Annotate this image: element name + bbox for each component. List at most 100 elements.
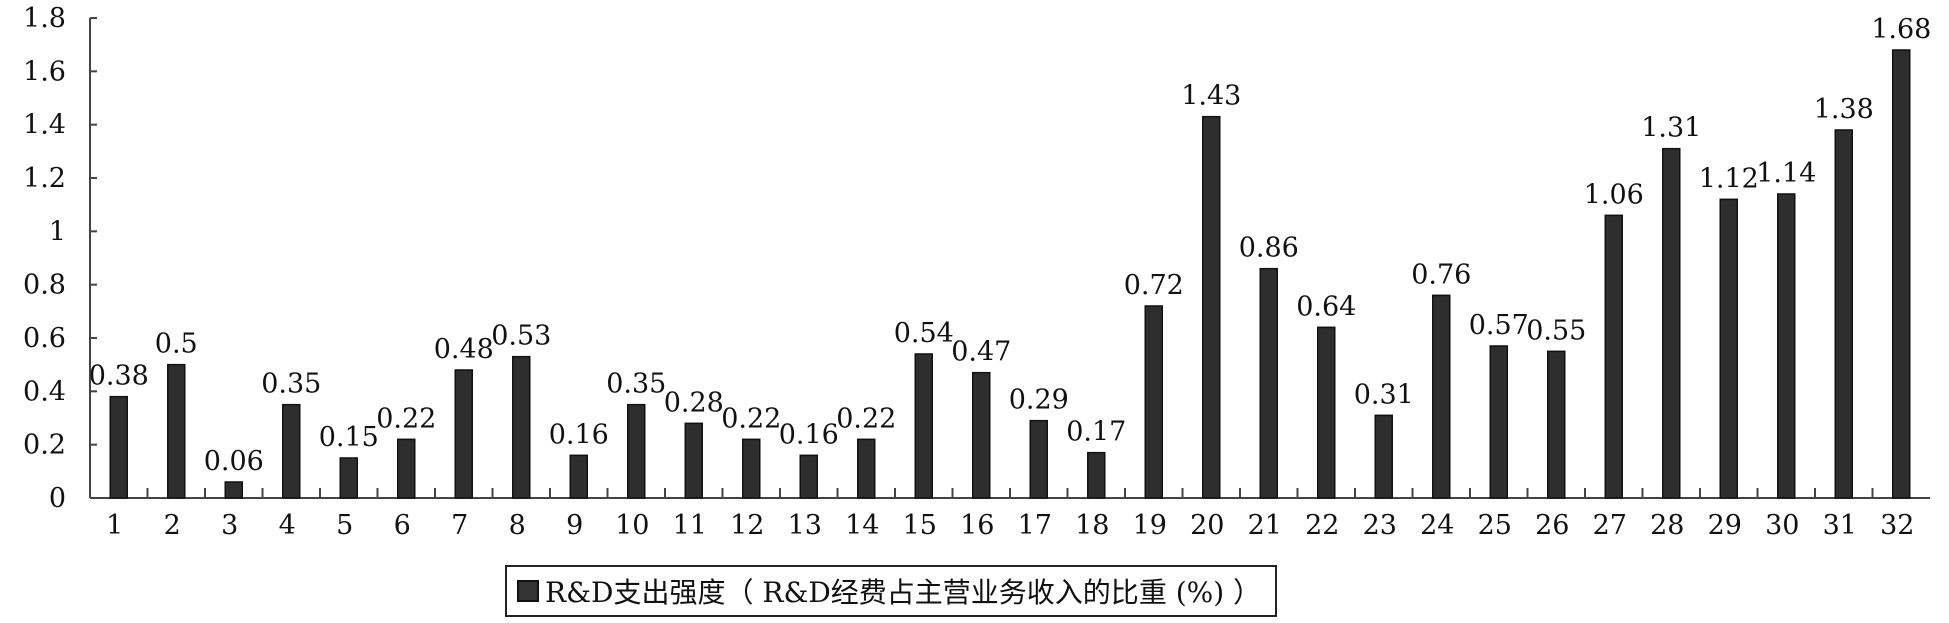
bar bbox=[1432, 294, 1451, 499]
bar bbox=[972, 371, 991, 499]
x-tick-label: 14 bbox=[845, 510, 879, 541]
x-tick-label: 31 bbox=[1823, 510, 1857, 541]
data-label: 0.5 bbox=[155, 329, 198, 360]
x-tick-label: 25 bbox=[1478, 510, 1512, 541]
data-label: 0.35 bbox=[606, 369, 666, 400]
bar bbox=[799, 454, 818, 499]
bar bbox=[1547, 350, 1566, 499]
y-tick-label: 1.2 bbox=[23, 163, 66, 194]
bar bbox=[1834, 129, 1853, 499]
x-tick-label: 2 bbox=[164, 510, 181, 541]
bar bbox=[1719, 198, 1738, 499]
bars bbox=[109, 49, 1911, 499]
data-label: 0.72 bbox=[1124, 270, 1184, 301]
bar bbox=[742, 438, 761, 499]
y-tick-label: 1.8 bbox=[23, 3, 66, 34]
y-tick-label: 0.2 bbox=[23, 430, 66, 461]
bar bbox=[1144, 305, 1163, 499]
x-tick-label: 1 bbox=[106, 510, 123, 541]
legend-label: R&D支出强度（ R&D经费占主营业务收入的比重 (%) ） bbox=[545, 576, 1262, 609]
bar bbox=[1259, 267, 1278, 499]
bar bbox=[627, 403, 646, 499]
x-tick-label: 28 bbox=[1650, 510, 1684, 541]
data-label: 0.28 bbox=[664, 387, 724, 418]
bar bbox=[914, 353, 933, 499]
y-tick-label: 1 bbox=[49, 216, 66, 247]
y-tick-label: 0.8 bbox=[23, 270, 66, 301]
bar bbox=[454, 369, 473, 499]
x-tick-label: 13 bbox=[788, 510, 822, 541]
x-tick-label: 26 bbox=[1535, 510, 1569, 541]
x-tick-label: 29 bbox=[1708, 510, 1742, 541]
data-label: 1.31 bbox=[1641, 113, 1701, 144]
y-tick-label: 1.4 bbox=[23, 110, 66, 141]
bar bbox=[1662, 147, 1681, 499]
bar bbox=[1087, 451, 1106, 499]
y-tick-label: 1.6 bbox=[23, 56, 66, 87]
y-axis-ticks: 0 0.2 0.4 0.6 0.8 1 1.2 1.4 1.6 1.8 bbox=[23, 3, 97, 514]
data-label: 1.38 bbox=[1814, 94, 1874, 125]
bar bbox=[109, 395, 128, 499]
x-tick-label: 21 bbox=[1248, 510, 1282, 541]
bar bbox=[569, 454, 588, 499]
x-tick-label: 23 bbox=[1363, 510, 1397, 541]
bar bbox=[167, 363, 186, 499]
bar bbox=[1489, 345, 1508, 499]
x-tick-label: 8 bbox=[509, 510, 526, 541]
data-label: 0.15 bbox=[319, 422, 379, 453]
legend: R&D支出强度（ R&D经费占主营业务收入的比重 (%) ） bbox=[505, 565, 1278, 617]
x-tick-label: 18 bbox=[1075, 510, 1109, 541]
bar bbox=[282, 403, 301, 499]
data-label: 0.57 bbox=[1469, 310, 1529, 341]
bar bbox=[1317, 326, 1336, 499]
x-tick-label: 5 bbox=[336, 510, 353, 541]
data-label: 0.17 bbox=[1066, 417, 1126, 448]
y-tick-label: 0 bbox=[49, 483, 66, 514]
data-label: 1.14 bbox=[1756, 158, 1816, 189]
data-label: 1.12 bbox=[1699, 163, 1759, 194]
data-label: 0.22 bbox=[836, 403, 896, 434]
bar bbox=[1604, 214, 1623, 499]
data-label: 0.54 bbox=[894, 318, 954, 349]
x-tick-label: 11 bbox=[673, 510, 707, 541]
bar bbox=[397, 438, 416, 499]
x-tick-label: 9 bbox=[566, 510, 583, 541]
bar bbox=[224, 481, 243, 499]
x-tick-label: 6 bbox=[394, 510, 411, 541]
data-label: 0.35 bbox=[261, 369, 321, 400]
bar bbox=[1777, 193, 1796, 499]
data-label: 1.06 bbox=[1584, 179, 1644, 210]
x-tick-label: 17 bbox=[1018, 510, 1052, 541]
data-label: 0.48 bbox=[434, 334, 494, 365]
x-tick-label: 30 bbox=[1765, 510, 1799, 541]
data-label: 0.53 bbox=[491, 321, 551, 352]
data-label: 0.55 bbox=[1526, 315, 1586, 346]
bar bbox=[1374, 414, 1393, 499]
bar bbox=[1029, 419, 1048, 499]
x-tick-label: 19 bbox=[1133, 510, 1167, 541]
x-tick-label: 32 bbox=[1880, 510, 1914, 541]
bar bbox=[1202, 115, 1221, 499]
data-labels: 0.380.50.060.350.150.220.480.530.160.350… bbox=[89, 14, 1932, 477]
x-tick-label: 3 bbox=[221, 510, 238, 541]
data-label: 0.38 bbox=[89, 361, 149, 392]
x-axis-ticks: 1 2 3 4 5 6 7 8 9 10 11 12 13 14 15 16 17 18 19 20 21 22 23 24 2… bbox=[106, 488, 1914, 541]
legend-swatch bbox=[517, 580, 539, 602]
x-tick-label: 12 bbox=[730, 510, 764, 541]
x-tick-label: 7 bbox=[451, 510, 468, 541]
x-tick-label: 24 bbox=[1420, 510, 1454, 541]
data-label: 0.31 bbox=[1354, 379, 1414, 410]
data-label: 1.43 bbox=[1181, 81, 1241, 112]
y-tick-label: 0.6 bbox=[23, 323, 66, 354]
data-label: 0.16 bbox=[549, 419, 609, 450]
bar bbox=[857, 438, 876, 499]
data-label: 0.22 bbox=[721, 403, 781, 434]
data-label: 0.47 bbox=[951, 337, 1011, 368]
data-label: 0.64 bbox=[1296, 291, 1356, 322]
x-tick-label: 15 bbox=[903, 510, 937, 541]
x-tick-label: 20 bbox=[1190, 510, 1224, 541]
x-tick-label: 27 bbox=[1593, 510, 1627, 541]
data-label: 0.16 bbox=[779, 419, 839, 450]
x-tick-label: 4 bbox=[279, 510, 296, 541]
